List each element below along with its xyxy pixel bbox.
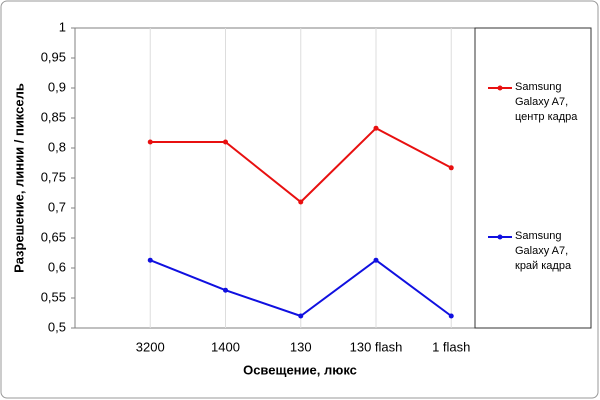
legend-box — [474, 27, 592, 329]
x-tick-label: 1400 — [211, 339, 240, 354]
data-point — [147, 139, 153, 145]
data-point — [223, 287, 228, 293]
data-point — [223, 139, 228, 145]
y-tick-label: 0,9 — [48, 79, 66, 94]
x-tick-label: 130 flash — [350, 339, 403, 354]
x-tick-label: 1 flash — [432, 339, 470, 354]
y-axis-title: Разрешение, линии / пиксель — [11, 83, 26, 273]
legend-label: Samsung Galaxy A7, центр кадра — [515, 81, 578, 123]
data-point — [448, 165, 454, 171]
legend-marker — [497, 234, 503, 240]
y-tick-label: 0,85 — [41, 109, 66, 124]
data-point — [373, 125, 379, 131]
y-tick-label: 1 — [59, 19, 66, 34]
y-tick-label: 0,75 — [41, 169, 66, 184]
legend-marker — [497, 85, 503, 91]
y-tick-label: 0,6 — [48, 259, 66, 274]
y-tick-label: 0,65 — [41, 229, 66, 244]
x-axis-title: Освещение, люкс — [243, 362, 357, 377]
data-point — [298, 199, 304, 205]
data-point — [448, 313, 454, 319]
y-tick-label: 0,5 — [48, 319, 66, 334]
legend-label: Samsung Galaxy A7, край кадра — [515, 230, 572, 272]
data-point — [373, 257, 379, 263]
y-tick-label: 0,7 — [48, 199, 66, 214]
x-tick-label: 3200 — [136, 339, 165, 354]
y-tick-label: 0,8 — [48, 139, 66, 154]
y-tick-label: 0,55 — [41, 289, 66, 304]
data-point — [147, 257, 153, 263]
x-tick-label: 130 — [290, 339, 312, 354]
data-point — [298, 313, 304, 319]
y-tick-label: 0,95 — [41, 49, 66, 64]
